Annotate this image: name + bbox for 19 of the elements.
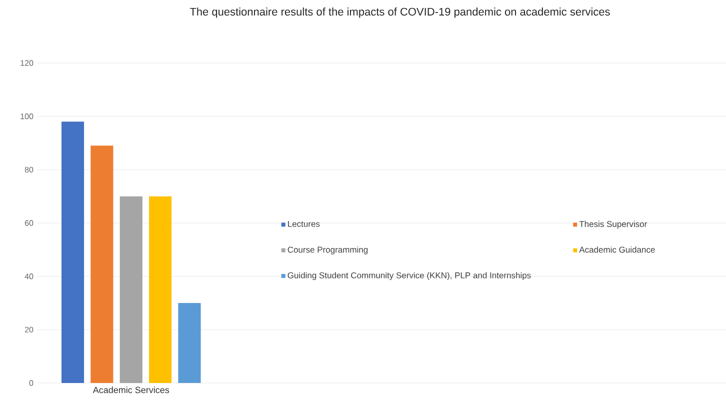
y-tick-label: 100	[20, 114, 34, 120]
legend-label: Academic Guidance	[579, 246, 655, 253]
legend-label: Lectures	[288, 220, 320, 227]
bar	[178, 303, 201, 383]
legend-label: Guiding Student Community Service (KKN), PLP and Internships	[288, 272, 531, 280]
x-tick-label: Academic Services	[92, 386, 170, 394]
chart-title: The questionnaire results of the impacts of COVID-19 pandemic on academic services	[190, 8, 610, 18]
y-tick-label: 40	[24, 274, 34, 280]
legend-label: Thesis Supervisor	[579, 220, 647, 229]
bar	[149, 196, 172, 383]
bar	[90, 146, 114, 383]
y-tick-label: 20	[24, 326, 34, 332]
y-tick-label: 120	[20, 60, 34, 66]
y-tick-label: 0	[29, 380, 34, 386]
bar	[120, 196, 142, 383]
y-tick-label: 80	[24, 166, 34, 172]
y-tick-label: 60	[24, 220, 34, 226]
legend-label: Course Programming	[288, 246, 368, 254]
bar	[61, 122, 84, 383]
